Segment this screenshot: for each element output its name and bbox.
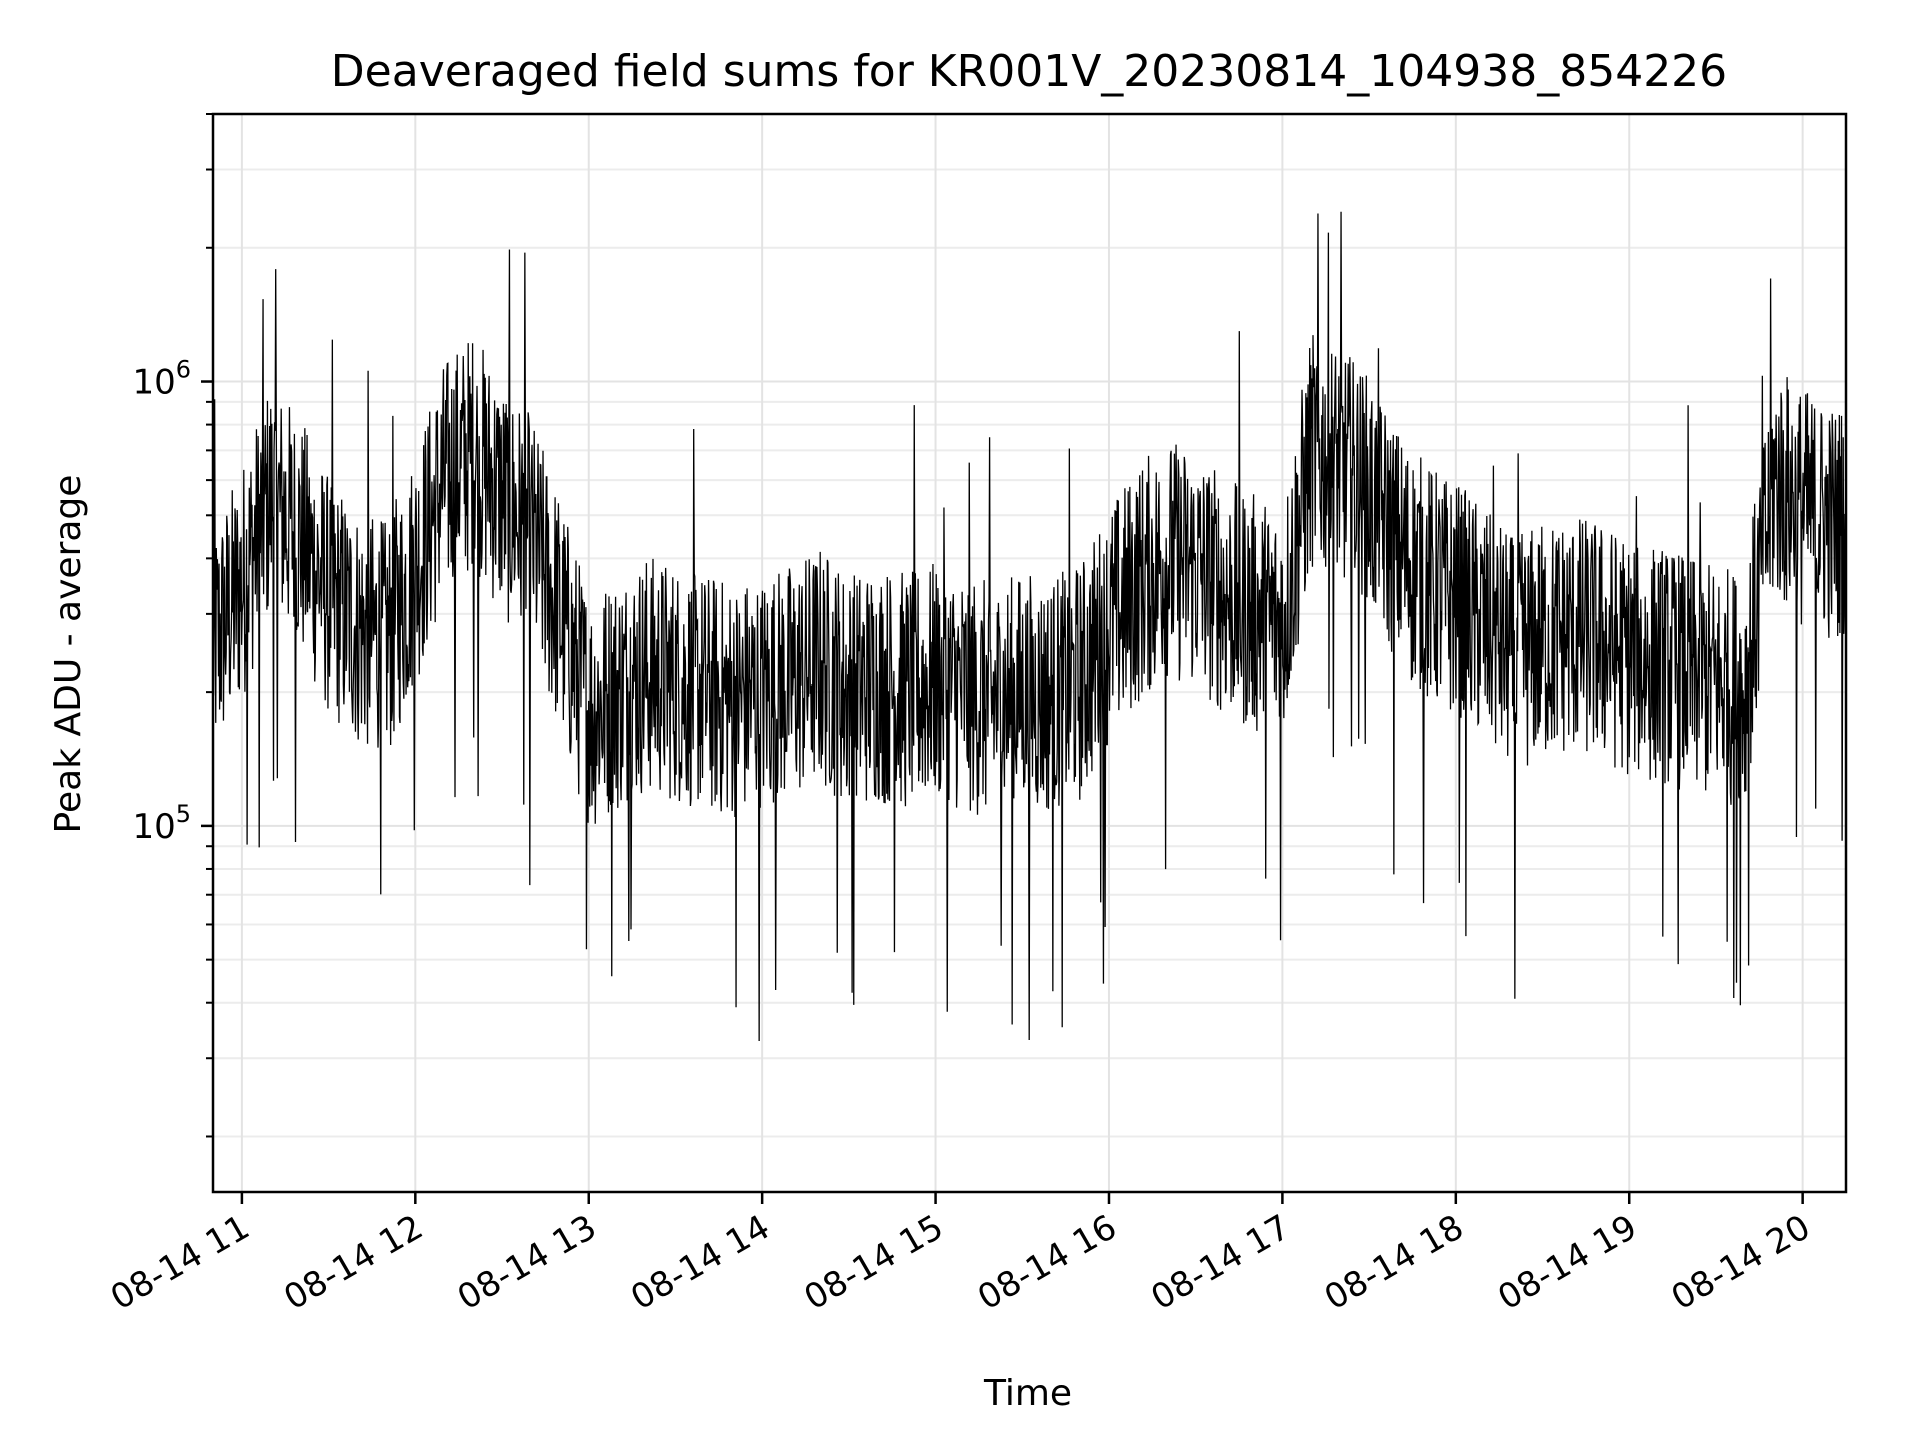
plot-area: [212, 211, 1847, 1042]
y-axis-label: Peak ADU - average: [48, 475, 89, 834]
chart-title: Deaveraged field sums for KR001V_2023081…: [331, 46, 1727, 97]
x-axis-label: Time: [983, 1373, 1072, 1414]
x-tick-label: 08-14 15: [798, 1207, 950, 1318]
x-tick-label: 08-14 13: [451, 1207, 603, 1318]
x-tick-label: 08-14 16: [971, 1207, 1123, 1318]
x-tick-label: 08-14 18: [1318, 1207, 1470, 1318]
x-tick-label: 08-14 17: [1145, 1207, 1297, 1318]
series-line: [212, 211, 1847, 1042]
y-tick-label: 105: [132, 800, 191, 847]
x-tick-label: 08-14 12: [277, 1207, 429, 1318]
y-tick-label: 106: [132, 356, 191, 403]
x-tick-label: 08-14 14: [624, 1207, 776, 1318]
plot-frame: [211, 112, 1848, 1194]
x-tick-label: 08-14 19: [1491, 1207, 1643, 1318]
x-tick-label: 08-14 20: [1665, 1207, 1817, 1318]
x-tick-label: 08-14 11: [104, 1207, 256, 1318]
